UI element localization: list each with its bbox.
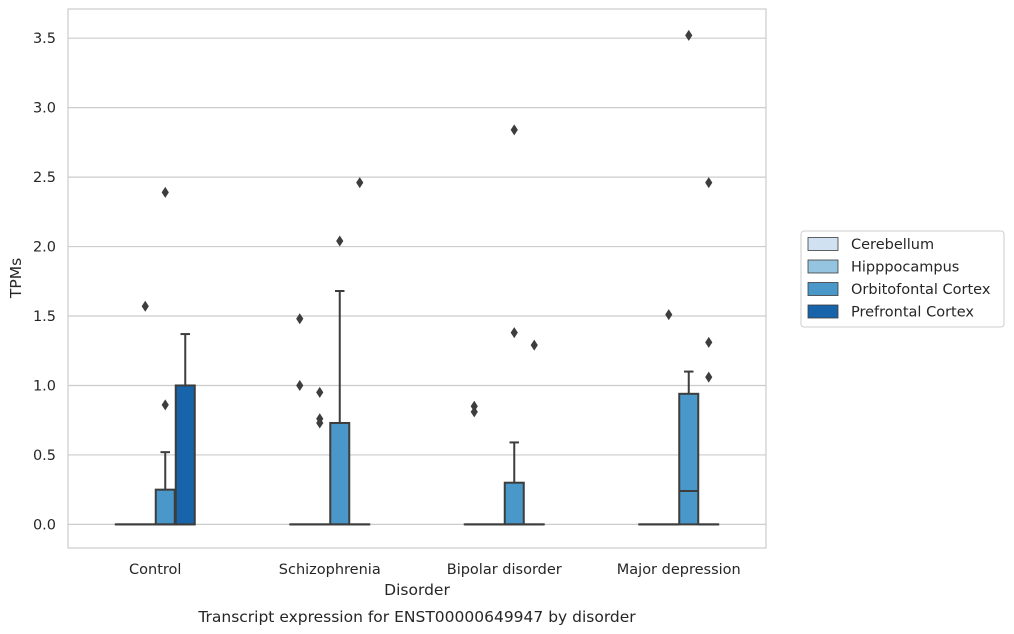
x-tick-label: Major depression: [617, 562, 741, 578]
outlier-point: [705, 336, 713, 348]
outlier-point: [510, 124, 518, 136]
legend-swatch: [807, 282, 839, 296]
box-iqr: [154, 488, 176, 526]
y-tick-label: 1.0: [33, 378, 56, 394]
box-hipppocampus: [658, 309, 680, 526]
outlier-point: [665, 309, 673, 321]
outlier-point: [705, 371, 713, 383]
box-cerebellum: [463, 400, 485, 526]
box-iqr: [174, 384, 196, 526]
y-tick-label: 3.0: [33, 101, 56, 117]
legend-label: Cerebellum: [851, 237, 934, 253]
legend-swatch: [807, 259, 839, 274]
outlier-point: [470, 400, 478, 412]
legend-swatch: [807, 304, 839, 319]
box-orbitofontal-cortex: [154, 186, 176, 526]
y-axis-label: TPMs: [7, 258, 25, 299]
box-orbitofontal-cortex: [503, 124, 525, 526]
chart-caption: Transcript expression for ENST0000064994…: [197, 608, 636, 626]
box-orbitofontal-cortex: [678, 29, 700, 526]
x-tick-labels: Control Schizophrenia Bipolar disorder Majo…: [129, 562, 741, 578]
y-tick-labels: 0.0 0.5 1.0 1.5 2.0 2.5 3.0 3.5: [33, 31, 56, 533]
outlier-point: [356, 177, 364, 189]
legend-frame: [800, 230, 1005, 328]
legend: Cerebellum Hipppocampus Orbitofontal Corte…: [800, 230, 1005, 328]
box-iqr: [678, 392, 700, 526]
box-iqr: [329, 421, 351, 526]
outlier-point: [530, 339, 538, 351]
outlier-point: [296, 313, 304, 325]
outlier-point: [316, 386, 324, 398]
box-cerebellum: [289, 313, 311, 526]
legend-label: Hipppocampus: [851, 260, 959, 276]
legend-label: Orbitofontal Cortex: [851, 282, 991, 298]
outlier-point: [705, 177, 713, 189]
x-tick-label: Schizophrenia: [279, 562, 381, 578]
x-tick-label: Control: [129, 562, 181, 578]
y-tick-label: 0.5: [33, 448, 56, 464]
outlier-point: [510, 327, 518, 339]
plot-frame: [67, 8, 767, 549]
outlier-point: [336, 235, 344, 247]
outlier-point: [296, 379, 304, 391]
box-orbitofontal-cortex: [329, 235, 351, 526]
box-series: [114, 29, 720, 526]
box-hipppocampus: [309, 386, 331, 526]
gridlines: [68, 37, 766, 525]
outlier-point: [470, 406, 478, 418]
box-prefrontal-cortex: [698, 177, 720, 526]
y-tick-label: 1.5: [33, 309, 56, 325]
legend-swatch: [807, 237, 839, 251]
x-axis-label: Disorder: [384, 581, 450, 599]
outlier-point: [141, 300, 149, 312]
outlier-point: [316, 417, 324, 429]
outlier-point: [161, 186, 169, 198]
x-tick-label: Bipolar disorder: [447, 562, 562, 578]
box-prefrontal-cortex: [174, 333, 196, 526]
outlier-point: [685, 29, 693, 41]
y-tick-label: 0.0: [33, 517, 56, 533]
y-tick-label: 2.5: [33, 170, 56, 186]
outlier-point: [161, 399, 169, 411]
y-tick-label: 3.5: [33, 31, 56, 47]
box-hipppocampus: [134, 300, 156, 526]
box-prefrontal-cortex: [349, 177, 371, 526]
box-iqr: [503, 481, 525, 526]
y-tick-label: 2.0: [33, 240, 56, 256]
legend-label: Prefrontal Cortex: [851, 305, 974, 321]
legend-items: Cerebellum Hipppocampus Orbitofontal Corte…: [807, 237, 991, 321]
box-prefrontal-cortex: [523, 339, 545, 526]
